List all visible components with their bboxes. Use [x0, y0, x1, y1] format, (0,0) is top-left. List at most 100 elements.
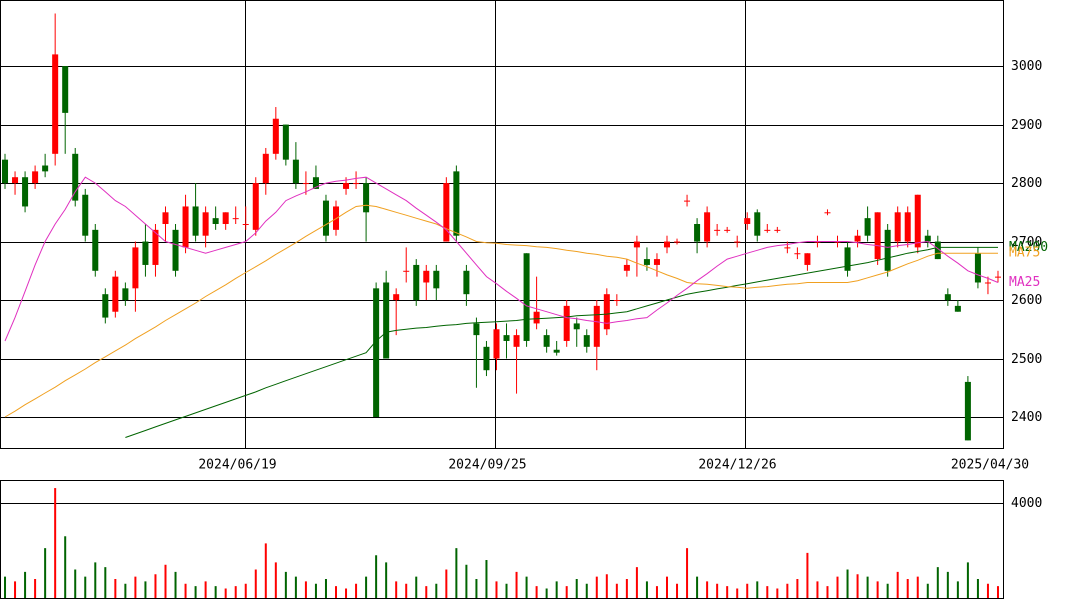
volume-bar [254, 569, 257, 598]
volume-bar [886, 583, 889, 598]
candle-body [794, 253, 801, 255]
candle-body [453, 171, 460, 236]
candle-body [373, 288, 380, 418]
volume-bar [234, 586, 237, 598]
candle-body [734, 241, 741, 243]
candle-body [754, 212, 761, 236]
volume-bar [956, 581, 959, 598]
candle-body [844, 247, 851, 271]
volume-bar [4, 576, 7, 598]
volume-bar [84, 576, 87, 598]
volume-bar [405, 583, 408, 598]
candle-body [814, 241, 821, 243]
candle-body [894, 212, 901, 242]
volume-bar [174, 571, 177, 598]
candle-body [393, 294, 400, 301]
volume-bar [926, 583, 929, 598]
candle-body [884, 229, 891, 271]
volume-bar [485, 560, 488, 598]
volume-bar [154, 574, 157, 598]
volume-bar [625, 579, 628, 598]
volume-bar [876, 581, 879, 598]
candle-body [854, 235, 861, 242]
candle-body [914, 194, 921, 248]
candle-body [353, 183, 360, 185]
candle-body [32, 171, 39, 184]
volume-bar [385, 562, 388, 598]
volume-bar [335, 586, 338, 598]
volume-bar [846, 569, 849, 598]
candle-body [312, 177, 319, 189]
candle-body [122, 288, 129, 301]
candle-body [994, 276, 1001, 278]
candle-body [282, 124, 289, 160]
volume-bar [766, 586, 769, 598]
candle-body [152, 229, 159, 265]
volume-bar [455, 548, 458, 598]
volume-bar [465, 564, 468, 598]
volume-bar [64, 536, 67, 598]
candle-body [363, 183, 370, 213]
ma-line [4, 204, 998, 418]
candle-body [503, 335, 510, 341]
legend-label: MA75 [1009, 246, 1040, 261]
candle-body [12, 177, 19, 184]
volume-bar [435, 583, 438, 598]
y-tick-label: 2400 [1011, 410, 1042, 425]
volume-bar [776, 588, 779, 598]
x-tick-label: 2024/12/26 [698, 458, 776, 473]
volume-bar [34, 579, 37, 598]
candle-body [714, 229, 721, 231]
candle-body [42, 165, 49, 172]
candle-body [804, 253, 811, 265]
volume-bar [545, 588, 548, 598]
candle-body [212, 218, 219, 224]
volume-bar [535, 586, 538, 598]
volume-bar [495, 581, 498, 598]
volume-bar [726, 586, 729, 598]
volume-bar [575, 579, 578, 598]
volume-bar [355, 583, 358, 598]
candle-body [112, 276, 119, 312]
candle-body [593, 305, 600, 347]
candle-body [764, 229, 771, 231]
volume-bar [324, 579, 327, 598]
candle-body [533, 311, 540, 324]
candle-body [232, 218, 239, 220]
candle-body [433, 270, 440, 289]
candle-body [984, 282, 991, 284]
candle-body [302, 183, 309, 185]
candle-body [192, 206, 199, 236]
volume-bar [686, 548, 689, 598]
y-tick-label: 2800 [1011, 176, 1042, 191]
candle-body [874, 212, 881, 260]
candle-body [663, 241, 671, 248]
candle-body [172, 229, 179, 271]
volume-bar [224, 588, 227, 598]
volume-bar [716, 583, 719, 598]
candle-body [202, 212, 209, 236]
volume-bar [696, 576, 699, 598]
ma-line [4, 176, 999, 342]
volume-bar [676, 583, 679, 598]
volume-bar [274, 562, 277, 598]
volume-bar [515, 571, 518, 598]
candle-body [493, 329, 500, 359]
candle-body [483, 346, 490, 371]
grid: 2400 2500 2600 2700 2800 2900 3000 4000 2024/06/… [0, 0, 1042, 511]
candle-body [724, 229, 731, 231]
volume-panel [0, 480, 1004, 599]
candle-body [553, 349, 560, 353]
volume-bar [605, 574, 608, 598]
candle-body [322, 200, 329, 236]
y-tick-label: 3000 [1011, 59, 1042, 74]
candle-body [92, 229, 99, 271]
candle-body [513, 335, 520, 347]
volume-bar [665, 576, 668, 598]
ma-line [125, 246, 998, 438]
candle-body [292, 159, 299, 184]
candle-body [413, 264, 420, 301]
volume-bar [14, 581, 17, 598]
